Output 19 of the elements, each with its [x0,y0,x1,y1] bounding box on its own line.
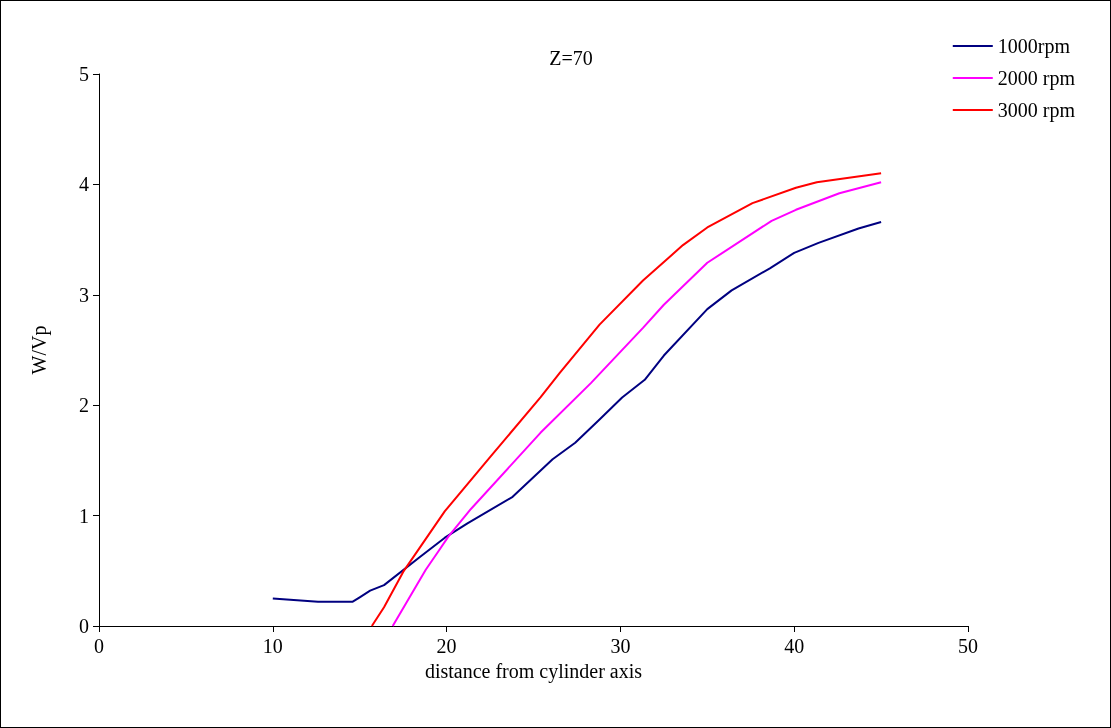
x-tick-label: 0 [94,635,104,657]
chart-title: Z=70 [549,47,593,69]
x-tick-label: 10 [262,635,283,657]
x-axis-title: distance from cylinder axis [424,659,643,683]
y-tick-label: 2 [79,394,89,417]
y-axis-title: W/Vp [28,325,51,375]
y-tick-label: 3 [79,283,89,306]
x-tick-label: 20 [436,635,457,657]
y-tick-label: 1 [79,504,89,527]
line-series [271,220,883,603]
x-tick-label: 40 [784,635,805,657]
x-tick-label: 30 [610,635,631,657]
y-tick-label: 4 [79,173,89,196]
legend-label: 1000rpm [997,35,1071,58]
x-tick-label: 50 [958,635,978,657]
y-tick-label: 5 [79,63,89,85]
legend-label: 2000 rpm [997,67,1076,90]
y-tick-label: 0 [79,615,89,637]
legend-label: 3000 rpm [997,99,1076,122]
